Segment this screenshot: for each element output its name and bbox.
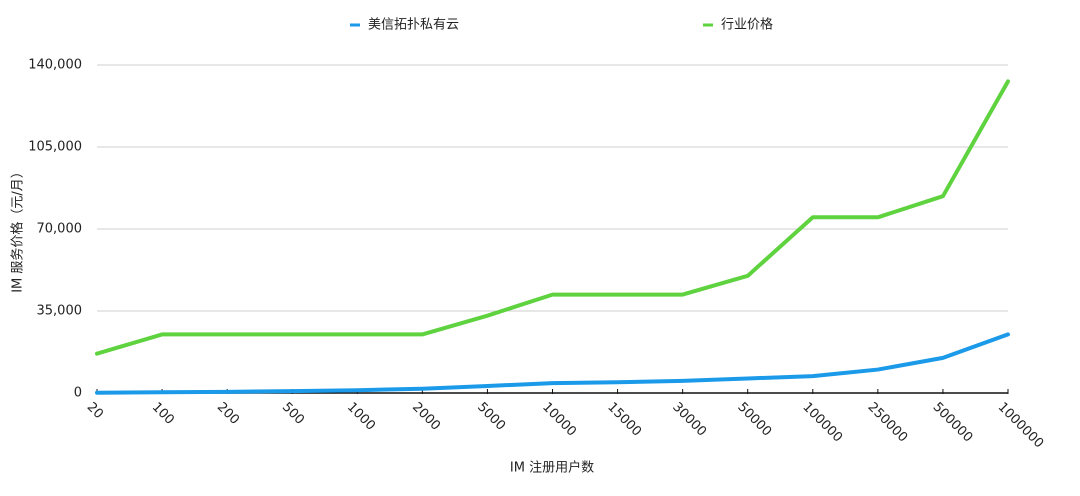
x-tick-label: 2000 <box>409 400 443 434</box>
x-tick-label: 1000 <box>344 400 378 434</box>
legend-label: 美信拓扑私有云 <box>368 18 459 33</box>
y-tick-label: 0 <box>74 386 82 401</box>
x-tick-label: 100 <box>149 400 177 428</box>
x-tick-label: 250000 <box>865 400 911 446</box>
y-tick-label: 35,000 <box>37 304 83 319</box>
x-tick-label: 30000 <box>669 400 709 440</box>
y-tick-label: 105,000 <box>28 140 82 155</box>
x-axis-label: IM 注册用户数 <box>510 460 594 476</box>
series-line <box>95 332 1010 395</box>
y-tick-label: 140,000 <box>28 58 82 73</box>
x-tick-label: 100000 <box>799 400 845 446</box>
x-tick-label: 10000 <box>539 400 579 440</box>
x-tick-label: 20 <box>84 400 106 422</box>
x-tick-label: 500000 <box>930 400 976 446</box>
x-tick-label: 50000 <box>734 400 774 440</box>
legend-label: 行业价格 <box>721 17 773 33</box>
x-tick-label: 200 <box>214 400 242 428</box>
x-tick-label: 500 <box>279 400 307 428</box>
x-tick-label: 15000 <box>604 400 644 440</box>
x-tick-label: 5000 <box>474 400 508 434</box>
y-tick-label: 70,000 <box>37 222 83 237</box>
y-axis-label: IM 服务价格（元/月） <box>10 165 26 293</box>
x-tick-label: 1000000 <box>995 400 1047 452</box>
series-line <box>95 79 1010 356</box>
